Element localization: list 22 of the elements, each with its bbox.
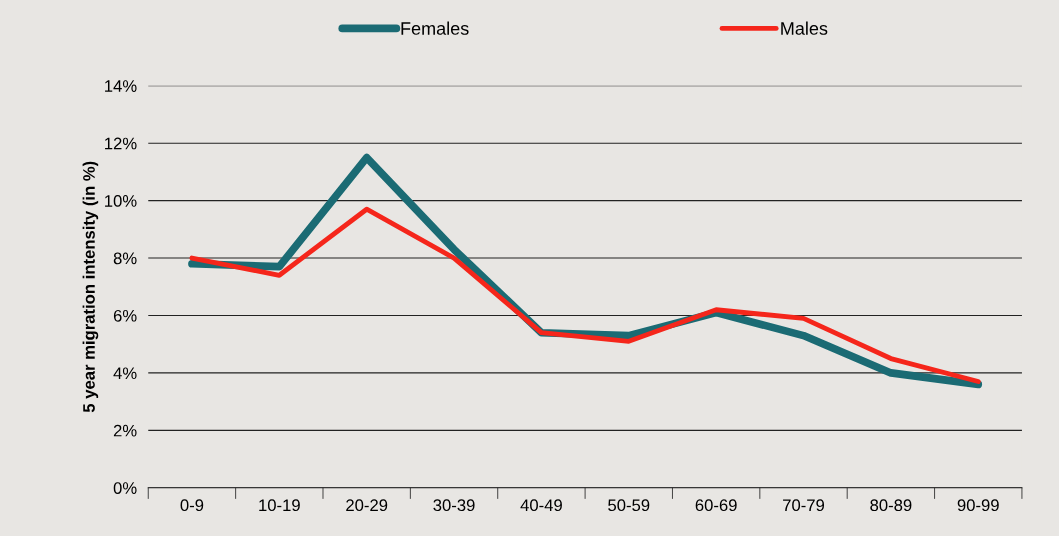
x-tick-label: 30-39 bbox=[433, 499, 475, 512]
line-series bbox=[189, 206, 981, 384]
y-tick-label: 10% bbox=[105, 195, 137, 207]
x-tick-label: 90-99 bbox=[957, 499, 999, 512]
y-tick-label: 4% bbox=[113, 367, 137, 380]
y-axis-title: 5 year migration intensity (in %) bbox=[82, 161, 99, 413]
y-tick-label: 14% bbox=[105, 80, 137, 92]
y-tick-label: 8% bbox=[113, 252, 137, 265]
y-tick-label: 6% bbox=[113, 309, 137, 322]
legend-label: Females bbox=[401, 21, 469, 35]
x-tick-label: 40-49 bbox=[520, 499, 562, 512]
y-tick-label: 12% bbox=[105, 137, 137, 150]
legend-label: Males bbox=[781, 21, 828, 35]
y-tick-label: 2% bbox=[113, 424, 137, 437]
x-tick-label: 50-59 bbox=[608, 499, 650, 512]
x-tick-label: 20-29 bbox=[346, 499, 388, 512]
y-tick-label: 0% bbox=[113, 482, 137, 494]
x-tick-label: 80-89 bbox=[870, 499, 912, 512]
x-tick-label: 10-19 bbox=[259, 499, 300, 512]
x-tick-label: 60-69 bbox=[695, 499, 737, 512]
x-tick-label: 0-9 bbox=[180, 499, 204, 512]
x-tick-label: 70-79 bbox=[783, 499, 825, 512]
